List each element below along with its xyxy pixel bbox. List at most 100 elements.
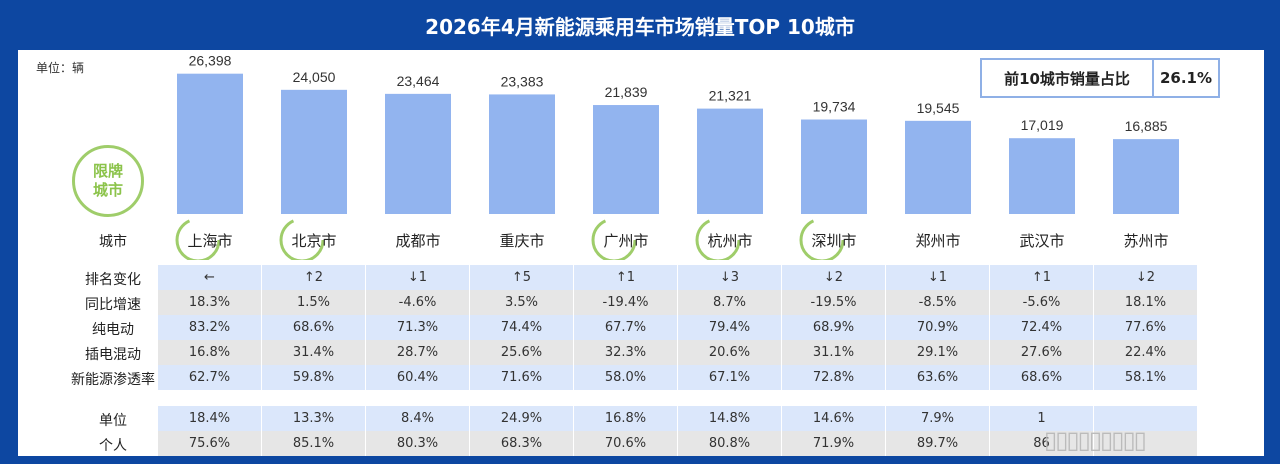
- unit-cell: 7.9%: [886, 406, 990, 431]
- bar-value-label: 19,545: [917, 100, 960, 116]
- phev-cell: 31.4%: [262, 340, 366, 365]
- phev-cell: 31.1%: [782, 340, 886, 365]
- personal-cell: 75.6%: [158, 431, 262, 456]
- unit-cell: 14.8%: [678, 406, 782, 431]
- bar: [385, 93, 451, 214]
- share-label: 前10城市销量占比: [982, 60, 1154, 96]
- yoy-cell: -19.5%: [782, 290, 886, 315]
- penetration-cell: 72.8%: [782, 365, 886, 390]
- unit-cell: 8.4%: [366, 406, 470, 431]
- phev-cell: 32.3%: [574, 340, 678, 365]
- bev-cell: 79.4%: [678, 315, 782, 340]
- bar: [905, 120, 971, 214]
- personal-cell: 70.6%: [574, 431, 678, 456]
- unit-cell: 18.4%: [158, 406, 262, 431]
- yoy-cell: -19.4%: [574, 290, 678, 315]
- bar-value-label: 17,019: [1021, 117, 1064, 133]
- penetration-cell: 68.6%: [990, 365, 1094, 390]
- row-label-penetration: 新能源渗透率: [71, 372, 155, 388]
- yoy-cell: 18.1%: [1094, 290, 1198, 315]
- phev-cell: 16.8%: [158, 340, 262, 365]
- bev-cell: 71.3%: [366, 315, 470, 340]
- restricted-city-badge: 限牌 城市: [72, 145, 144, 217]
- badge-line1: 限牌: [92, 162, 123, 180]
- bar-chart: 26,398 上海市 24,050 北京市 23,464 成都市 23,383 重庆市 21,8…: [175, 53, 1179, 260]
- personal-cell: 86: [990, 431, 1094, 456]
- rank-cell: ↓1: [366, 265, 470, 290]
- yoy-cell: 18.3%: [158, 290, 262, 315]
- bev-cell: 83.2%: [158, 315, 262, 340]
- bar-value-label: 19,734: [813, 99, 856, 115]
- personal-cell: 89.7%: [886, 431, 990, 456]
- rank-cell: ↑5: [470, 265, 574, 290]
- penetration-cell: 71.6%: [470, 365, 574, 390]
- personal-cell: 80.3%: [366, 431, 470, 456]
- rank-cell: ↑2: [262, 265, 366, 290]
- rank-cell: ↓2: [1094, 265, 1198, 290]
- row-label-bev: 纯电动: [92, 322, 134, 338]
- penetration-cell: 60.4%: [366, 365, 470, 390]
- city-tick-label: 北京市: [291, 232, 336, 250]
- row-label-rank: 排名变化: [85, 272, 141, 288]
- chart-panel: 单位：辆 前10城市销量占比 26.1% 限牌 城市 26,398 上海市 24,0…: [18, 50, 1264, 456]
- personal-cell: 68.3%: [470, 431, 574, 456]
- phev-cell: 25.6%: [470, 340, 574, 365]
- bar-value-label: 26,398: [189, 53, 232, 69]
- penetration-cell: 58.0%: [574, 365, 678, 390]
- personal-cell: 71.9%: [782, 431, 886, 456]
- bar-value-label: 23,383: [501, 73, 544, 89]
- city-tick-label: 成都市: [395, 232, 440, 250]
- bar-value-label: 24,050: [293, 69, 336, 85]
- row-penetration: 62.7% 59.8% 60.4% 71.6% 58.0% 67.1% 72.8% 63.6%…: [158, 365, 1198, 390]
- personal-cell: 80.8%: [678, 431, 782, 456]
- row-personal: 75.6% 85.1% 80.3% 68.3% 70.6% 80.8% 71.9% 89.7%…: [158, 431, 1198, 456]
- yoy-cell: -4.6%: [366, 290, 470, 315]
- yoy-cell: 1.5%: [262, 290, 366, 315]
- bar: [281, 89, 347, 214]
- rank-cell: ←: [158, 265, 262, 290]
- city-tick-label: 广州市: [603, 232, 648, 250]
- bev-cell: 68.9%: [782, 315, 886, 340]
- yoy-cell: -8.5%: [886, 290, 990, 315]
- row-rank: ← ↑2 ↓1 ↑5 ↑1 ↓3 ↓2 ↓1 ↑1 ↓2: [158, 265, 1198, 290]
- bev-cell: 74.4%: [470, 315, 574, 340]
- bev-cell: 72.4%: [990, 315, 1094, 340]
- row-label-unit: 单位: [99, 413, 127, 429]
- city-tick-label: 上海市: [187, 232, 232, 250]
- unit-cell: 16.8%: [574, 406, 678, 431]
- rank-cell: ↑1: [574, 265, 678, 290]
- city-tick-label: 重庆市: [499, 232, 544, 250]
- row-label-phev: 插电混动: [85, 347, 141, 363]
- restricted-city-marker: [799, 217, 845, 260]
- city-tick-label: 深圳市: [811, 232, 856, 250]
- bev-cell: 67.7%: [574, 315, 678, 340]
- bev-cell: 77.6%: [1094, 315, 1198, 340]
- unit-label: 单位：辆: [36, 61, 85, 75]
- row-unit: 18.4% 13.3% 8.4% 24.9% 16.8% 14.8% 14.6% 7.9% 1: [158, 406, 1198, 431]
- bev-cell: 70.9%: [886, 315, 990, 340]
- row-label-personal: 个人: [99, 438, 127, 454]
- share-box: 前10城市销量占比 26.1%: [980, 58, 1220, 98]
- yoy-cell: 3.5%: [470, 290, 574, 315]
- bar: [489, 94, 555, 214]
- yoy-cell: 8.7%: [678, 290, 782, 315]
- city-tick-label: 郑州市: [915, 232, 960, 250]
- phev-cell: 29.1%: [886, 340, 990, 365]
- rank-cell: ↓2: [782, 265, 886, 290]
- row-label-yoy: 同比增速: [85, 297, 141, 313]
- bar: [1113, 139, 1179, 214]
- city-tick-label: 杭州市: [707, 232, 752, 250]
- rank-cell: ↓1: [886, 265, 990, 290]
- bar: [1009, 138, 1075, 214]
- restricted-city-marker: [695, 217, 741, 260]
- bar: [697, 108, 763, 214]
- bar-value-label: 23,464: [397, 73, 440, 89]
- bar: [593, 105, 659, 214]
- personal-cell: 85.1%: [262, 431, 366, 456]
- row-phev: 16.8% 31.4% 28.7% 25.6% 32.3% 20.6% 31.1% 29.1%…: [158, 340, 1198, 365]
- unit-cell: 13.3%: [262, 406, 366, 431]
- yoy-cell: -5.6%: [990, 290, 1094, 315]
- row-bev: 83.2% 68.6% 71.3% 74.4% 67.7% 79.4% 68.9% 70.9%…: [158, 315, 1198, 340]
- penetration-cell: 62.7%: [158, 365, 262, 390]
